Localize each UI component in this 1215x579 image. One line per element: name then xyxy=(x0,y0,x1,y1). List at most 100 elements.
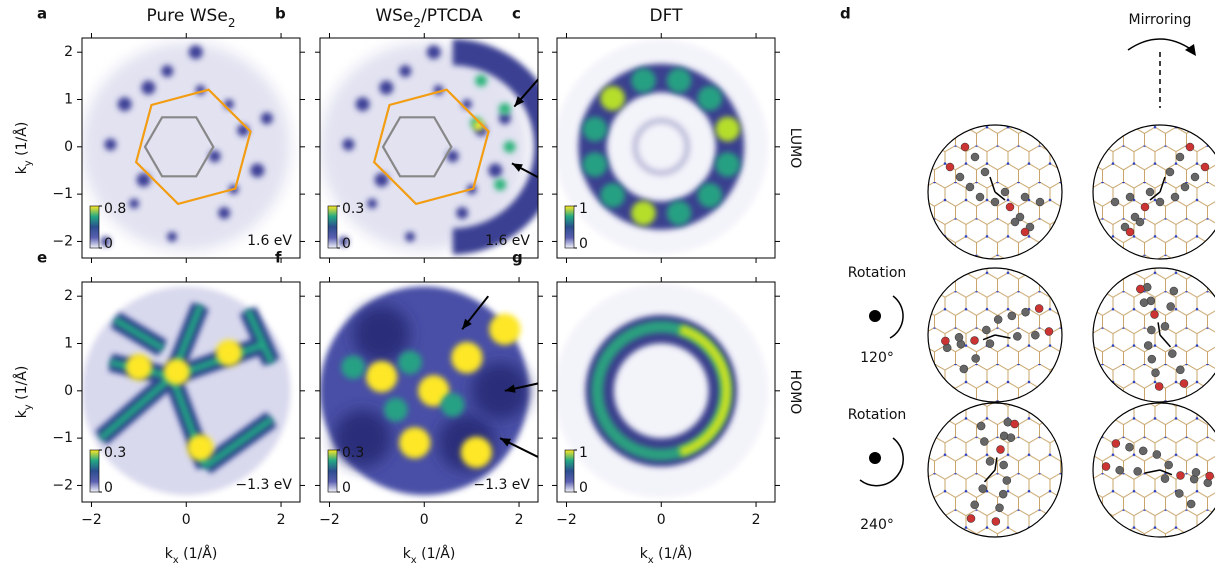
atom xyxy=(1181,183,1189,191)
atom xyxy=(1126,193,1134,201)
label-unit: (1/Å) xyxy=(13,366,30,405)
intensity xyxy=(342,138,354,150)
atom xyxy=(956,173,964,181)
panel-title: DFT xyxy=(650,6,684,26)
intensity xyxy=(667,201,692,226)
colorbar-label: 0.3 xyxy=(342,201,364,217)
intensity xyxy=(504,141,516,153)
x-tick-label: 2 xyxy=(277,512,286,528)
mirroring-label: Mirroring xyxy=(1129,12,1192,28)
intensity xyxy=(583,117,608,142)
intensity xyxy=(399,427,430,458)
rotation-arrow xyxy=(860,438,903,486)
colorbar-label: 0 xyxy=(104,480,113,496)
y-tick-label: −1 xyxy=(52,430,73,446)
intensity xyxy=(489,314,520,345)
intensity xyxy=(698,183,723,208)
atom xyxy=(991,198,999,206)
intensity xyxy=(237,124,249,136)
title-sub: 2 xyxy=(413,16,421,30)
colorbar-label: 0 xyxy=(579,236,588,252)
intensity xyxy=(441,393,465,417)
panel: e−202−2−1012kx (1/Å)ky (1/Å)00.3−1.3 eV xyxy=(13,249,305,566)
x-tick-label: 2 xyxy=(515,512,524,528)
panel-label: e xyxy=(37,249,47,267)
panel: cDFT01LUMO xyxy=(512,5,803,264)
intensity xyxy=(366,361,397,392)
atom xyxy=(981,168,989,176)
rotation-angle: 120° xyxy=(860,350,894,366)
intensity xyxy=(583,152,608,177)
intensity xyxy=(488,163,502,177)
title-sub: 2 xyxy=(228,16,236,30)
intensity xyxy=(167,232,177,242)
x-tick-label: −2 xyxy=(81,512,102,528)
intensity xyxy=(104,138,116,150)
intensity xyxy=(427,45,441,59)
y-axis-label: ky (1/Å) xyxy=(13,122,34,175)
intensity xyxy=(600,86,625,111)
intensity xyxy=(216,340,243,367)
colorbar xyxy=(90,206,99,248)
energy-label: 1.6 eV xyxy=(485,233,530,249)
atom xyxy=(1111,198,1119,206)
heatmap xyxy=(82,43,291,252)
label-unit: (1/Å) xyxy=(417,545,456,562)
label-unit: (1/Å) xyxy=(654,545,693,562)
intensity xyxy=(600,183,625,208)
atom xyxy=(976,193,984,201)
x-tick-label: 0 xyxy=(420,512,429,528)
atom xyxy=(1021,193,1029,201)
energy-label: −1.3 eV xyxy=(473,477,530,493)
atom xyxy=(1171,193,1179,201)
intensity xyxy=(494,179,506,191)
intensity xyxy=(398,351,422,375)
colorbar xyxy=(565,206,574,248)
atom xyxy=(1191,173,1199,181)
atom xyxy=(1186,143,1194,151)
x-tick-label: 0 xyxy=(182,512,191,528)
mirror-arrow xyxy=(1128,39,1192,50)
colorbar-label: 0.3 xyxy=(342,445,364,461)
atom xyxy=(1201,163,1209,171)
y-tick-label: 2 xyxy=(64,288,73,304)
intensity xyxy=(161,65,173,77)
colorbar-label: 0.8 xyxy=(104,201,126,217)
atom xyxy=(946,163,954,171)
panel: bWSe2/PTCDA00.31.6 eV xyxy=(275,5,547,264)
x-tick-label: −2 xyxy=(556,512,577,528)
intensity xyxy=(164,359,191,386)
intensity xyxy=(715,152,740,177)
colorbar xyxy=(328,450,337,492)
y-tick-label: 1 xyxy=(64,336,73,352)
atom xyxy=(1036,198,1044,206)
colorbar xyxy=(90,450,99,492)
y-tick-label: 1 xyxy=(64,92,73,108)
atom xyxy=(1141,203,1149,211)
intensity xyxy=(250,163,264,177)
intensity xyxy=(384,398,408,422)
intensity xyxy=(472,362,529,419)
y-tick-label: 0 xyxy=(64,383,73,399)
y-axis-label: ky (1/Å) xyxy=(13,366,34,419)
heatmap xyxy=(320,43,547,252)
title-post: /PTCDA xyxy=(421,6,483,26)
colorbar xyxy=(328,206,337,248)
label-unit: (1/Å) xyxy=(179,545,218,562)
intensity xyxy=(218,207,230,219)
x-tick-label: 0 xyxy=(657,512,666,528)
intensity xyxy=(715,117,740,142)
panel: g−202kx (1/Å)01HOMO xyxy=(512,249,803,566)
rotation-axis xyxy=(869,310,881,322)
intensity xyxy=(367,199,377,209)
atom xyxy=(961,143,969,151)
panel-label: b xyxy=(275,5,286,23)
atom xyxy=(966,183,974,191)
rotation-axis xyxy=(869,452,881,464)
figure: aPure WSe2−2−1012ky (1/Å)00.81.6 eVbWSe2… xyxy=(0,0,1215,575)
x-axis-label: kx (1/Å) xyxy=(403,545,456,566)
panel-label: c xyxy=(512,5,521,23)
panel-label: a xyxy=(37,5,47,23)
intensity xyxy=(399,65,411,77)
